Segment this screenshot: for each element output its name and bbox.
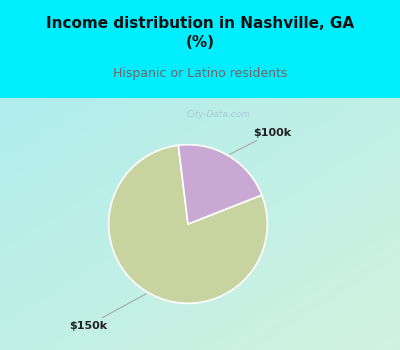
Text: $100k: $100k: [230, 128, 291, 154]
Text: City-Data.com: City-Data.com: [186, 110, 250, 119]
Wedge shape: [109, 145, 267, 303]
Text: $150k: $150k: [69, 294, 146, 330]
Text: Hispanic or Latino residents: Hispanic or Latino residents: [113, 67, 287, 80]
Wedge shape: [178, 145, 262, 224]
Text: Income distribution in Nashville, GA
(%): Income distribution in Nashville, GA (%): [46, 16, 354, 50]
